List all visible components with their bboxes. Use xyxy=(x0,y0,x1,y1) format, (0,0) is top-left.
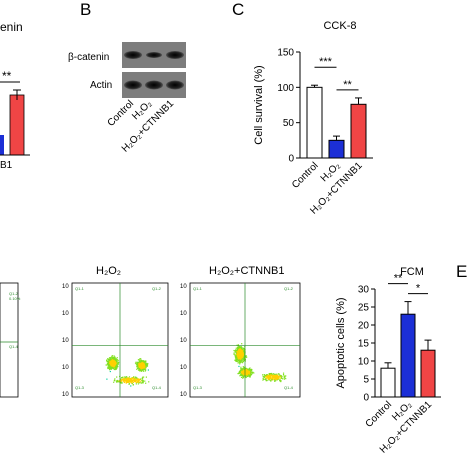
flow1-quadrant-label-1: Q1-2 xyxy=(152,286,162,291)
fcm-ytick-label: 30 xyxy=(358,285,370,296)
panel-a-fragment-chart: ** B1 xyxy=(0,69,30,170)
cck8-ylabel: Cell survival (%) xyxy=(253,65,265,144)
panel-a-sig-label: ** xyxy=(2,69,12,83)
flow2-ytick-label: 10 xyxy=(180,284,187,290)
band-actin-ctnnb1 xyxy=(166,80,184,90)
band-beta-catenin-h2o2 xyxy=(146,52,162,58)
fcm-ytick-label: 10 xyxy=(358,357,370,368)
flow2-quadrant-label-0: Q1-1 xyxy=(193,286,203,291)
cck8-ytick-label: 50 xyxy=(283,118,295,129)
fcm-ytick-label: 15 xyxy=(358,339,370,350)
flow-plot-h2o2-ctnnb1: 10 10 10 10 10 Q1-1 Q1-2 Q1-3 Q1-4 xyxy=(180,282,301,398)
flow-title-h2o2: H₂O₂ xyxy=(96,265,122,277)
blot-lane-labels: Control H₂O₂ H₂O₂+CTNNB1 xyxy=(106,98,177,155)
band-beta-catenin-control xyxy=(124,51,142,59)
flow2-ytick-label: 10 xyxy=(180,338,187,344)
fcm-bar-2 xyxy=(420,349,436,398)
fcm-title: FCM xyxy=(400,266,424,278)
flow1-ytick-label: 10 xyxy=(62,392,69,398)
cck8-bar-0 xyxy=(306,86,323,159)
panel-e-letter: E xyxy=(456,262,468,281)
flow-title-h2o2-ctnnb1: H₂O₂+CTNNB1 xyxy=(209,265,285,277)
flow2-ytick-label: 10 xyxy=(180,392,187,398)
cck8-sig-label-0: *** xyxy=(319,56,333,68)
cck8-ytick-label: 0 xyxy=(288,154,294,165)
fcm-bar-0 xyxy=(380,367,396,398)
band-actin-control xyxy=(124,80,142,90)
flow1-ytick-label: 10 xyxy=(62,311,69,317)
flow1-quadrant-label-0: Q1-1 xyxy=(75,286,85,291)
fcm-ytick-label: 25 xyxy=(358,303,370,314)
fcm-xtick-label-0: Control xyxy=(364,399,395,430)
blot-row-label-actin: Actin xyxy=(90,80,113,91)
flow2-ytick-label: 10 xyxy=(180,311,187,317)
fcm-ytick-label: 20 xyxy=(358,321,370,332)
panel-a-title-fragment: enin xyxy=(0,20,23,34)
blot-row-label-beta-catenin: β-catenin xyxy=(68,52,110,63)
flow1-ytick-label: 10 xyxy=(62,338,69,344)
panel-a-x-fragment: B1 xyxy=(0,160,13,170)
panel-a-bar-blue xyxy=(0,135,4,155)
cck8-sig-label-1: ** xyxy=(343,79,352,91)
fcm-ytick-label: 5 xyxy=(363,375,369,386)
cck8-ytick-label: 150 xyxy=(277,48,294,59)
western-blot-image xyxy=(122,42,186,98)
fcm-bar-1 xyxy=(400,313,416,398)
fcm-ytick-label: 0 xyxy=(363,393,369,404)
fcm-ylabel: Apoptotic cells (%) xyxy=(335,297,347,388)
fcm-bar-chart: FCM Apoptotic cells (%) 0 5 10 15 20 25 30 Contro… xyxy=(335,266,441,456)
flow2-quadrant-label-2: Q1-3 xyxy=(193,385,203,390)
fcm-sig-label-1: * xyxy=(416,283,421,295)
flow2-ytick-label: 10 xyxy=(180,365,187,371)
cck8-bar-1 xyxy=(328,139,345,159)
band-beta-catenin-ctnnb1 xyxy=(166,51,184,59)
svg-text:0.10%: 0.10% xyxy=(9,296,21,301)
flow-plot-h2o2: 10 10 10 10 10 Q1-1 Q1-2 Q1-3 Q1-4 xyxy=(62,282,169,398)
svg-text:Q1-2: Q1-2 xyxy=(9,291,19,296)
flow2-quadrant-label-1: Q1-2 xyxy=(284,286,294,291)
panel-b-letter: B xyxy=(80,0,92,19)
flow1-ytick-label: 10 xyxy=(62,365,69,371)
fcm-sig-label-0: ** xyxy=(394,273,403,285)
flow1-ytick-label: 10 xyxy=(62,284,69,290)
flow2-quadrant-label-3: Q1-4 xyxy=(284,385,294,390)
flow1-quadrant-label-3: Q1-4 xyxy=(152,385,162,390)
panel-c-letter: C xyxy=(232,0,245,19)
flow-plot-control-fragment: Q1-2 0.10% Q1-4 xyxy=(0,282,21,398)
cck8-xtick-label-0: Control xyxy=(290,160,321,191)
band-actin-h2o2 xyxy=(145,80,163,90)
panel-a-bar-red xyxy=(9,94,25,156)
svg-text:Q1-4: Q1-4 xyxy=(9,344,19,349)
cck8-ytick-label: 100 xyxy=(277,83,294,94)
cck8-bar-2 xyxy=(350,103,367,159)
flow1-quadrant-label-2: Q1-3 xyxy=(75,385,85,390)
cck8-title: CCK-8 xyxy=(323,20,356,32)
